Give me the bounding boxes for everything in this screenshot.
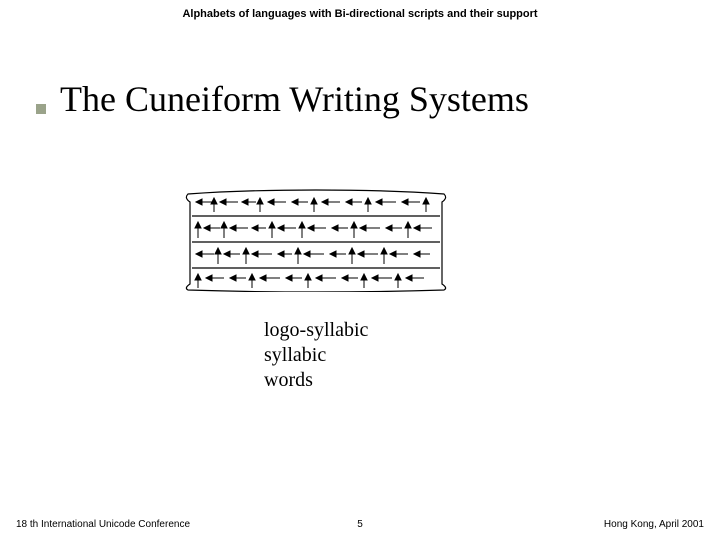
footer-right: Hong Kong, April 2001 (604, 519, 704, 530)
caption-line-1: logo-syllabic (264, 318, 368, 343)
header-text: Alphabets of languages with Bi-direction… (0, 8, 720, 20)
slide: Alphabets of languages with Bi-direction… (0, 0, 720, 540)
footer-page-number: 5 (357, 519, 363, 530)
title-area: The Cuneiform Writing Systems (60, 78, 529, 120)
title-bullet-icon (36, 104, 46, 114)
cuneiform-tablet-icon (182, 188, 450, 292)
footer-left: 18 th International Unicode Conference (16, 519, 190, 530)
caption-block: logo-syllabic syllabic words (264, 318, 368, 393)
caption-line-3: words (264, 368, 368, 393)
caption-line-2: syllabic (264, 343, 368, 368)
slide-title: The Cuneiform Writing Systems (60, 78, 529, 120)
footer: 18 th International Unicode Conference 5… (0, 512, 720, 530)
